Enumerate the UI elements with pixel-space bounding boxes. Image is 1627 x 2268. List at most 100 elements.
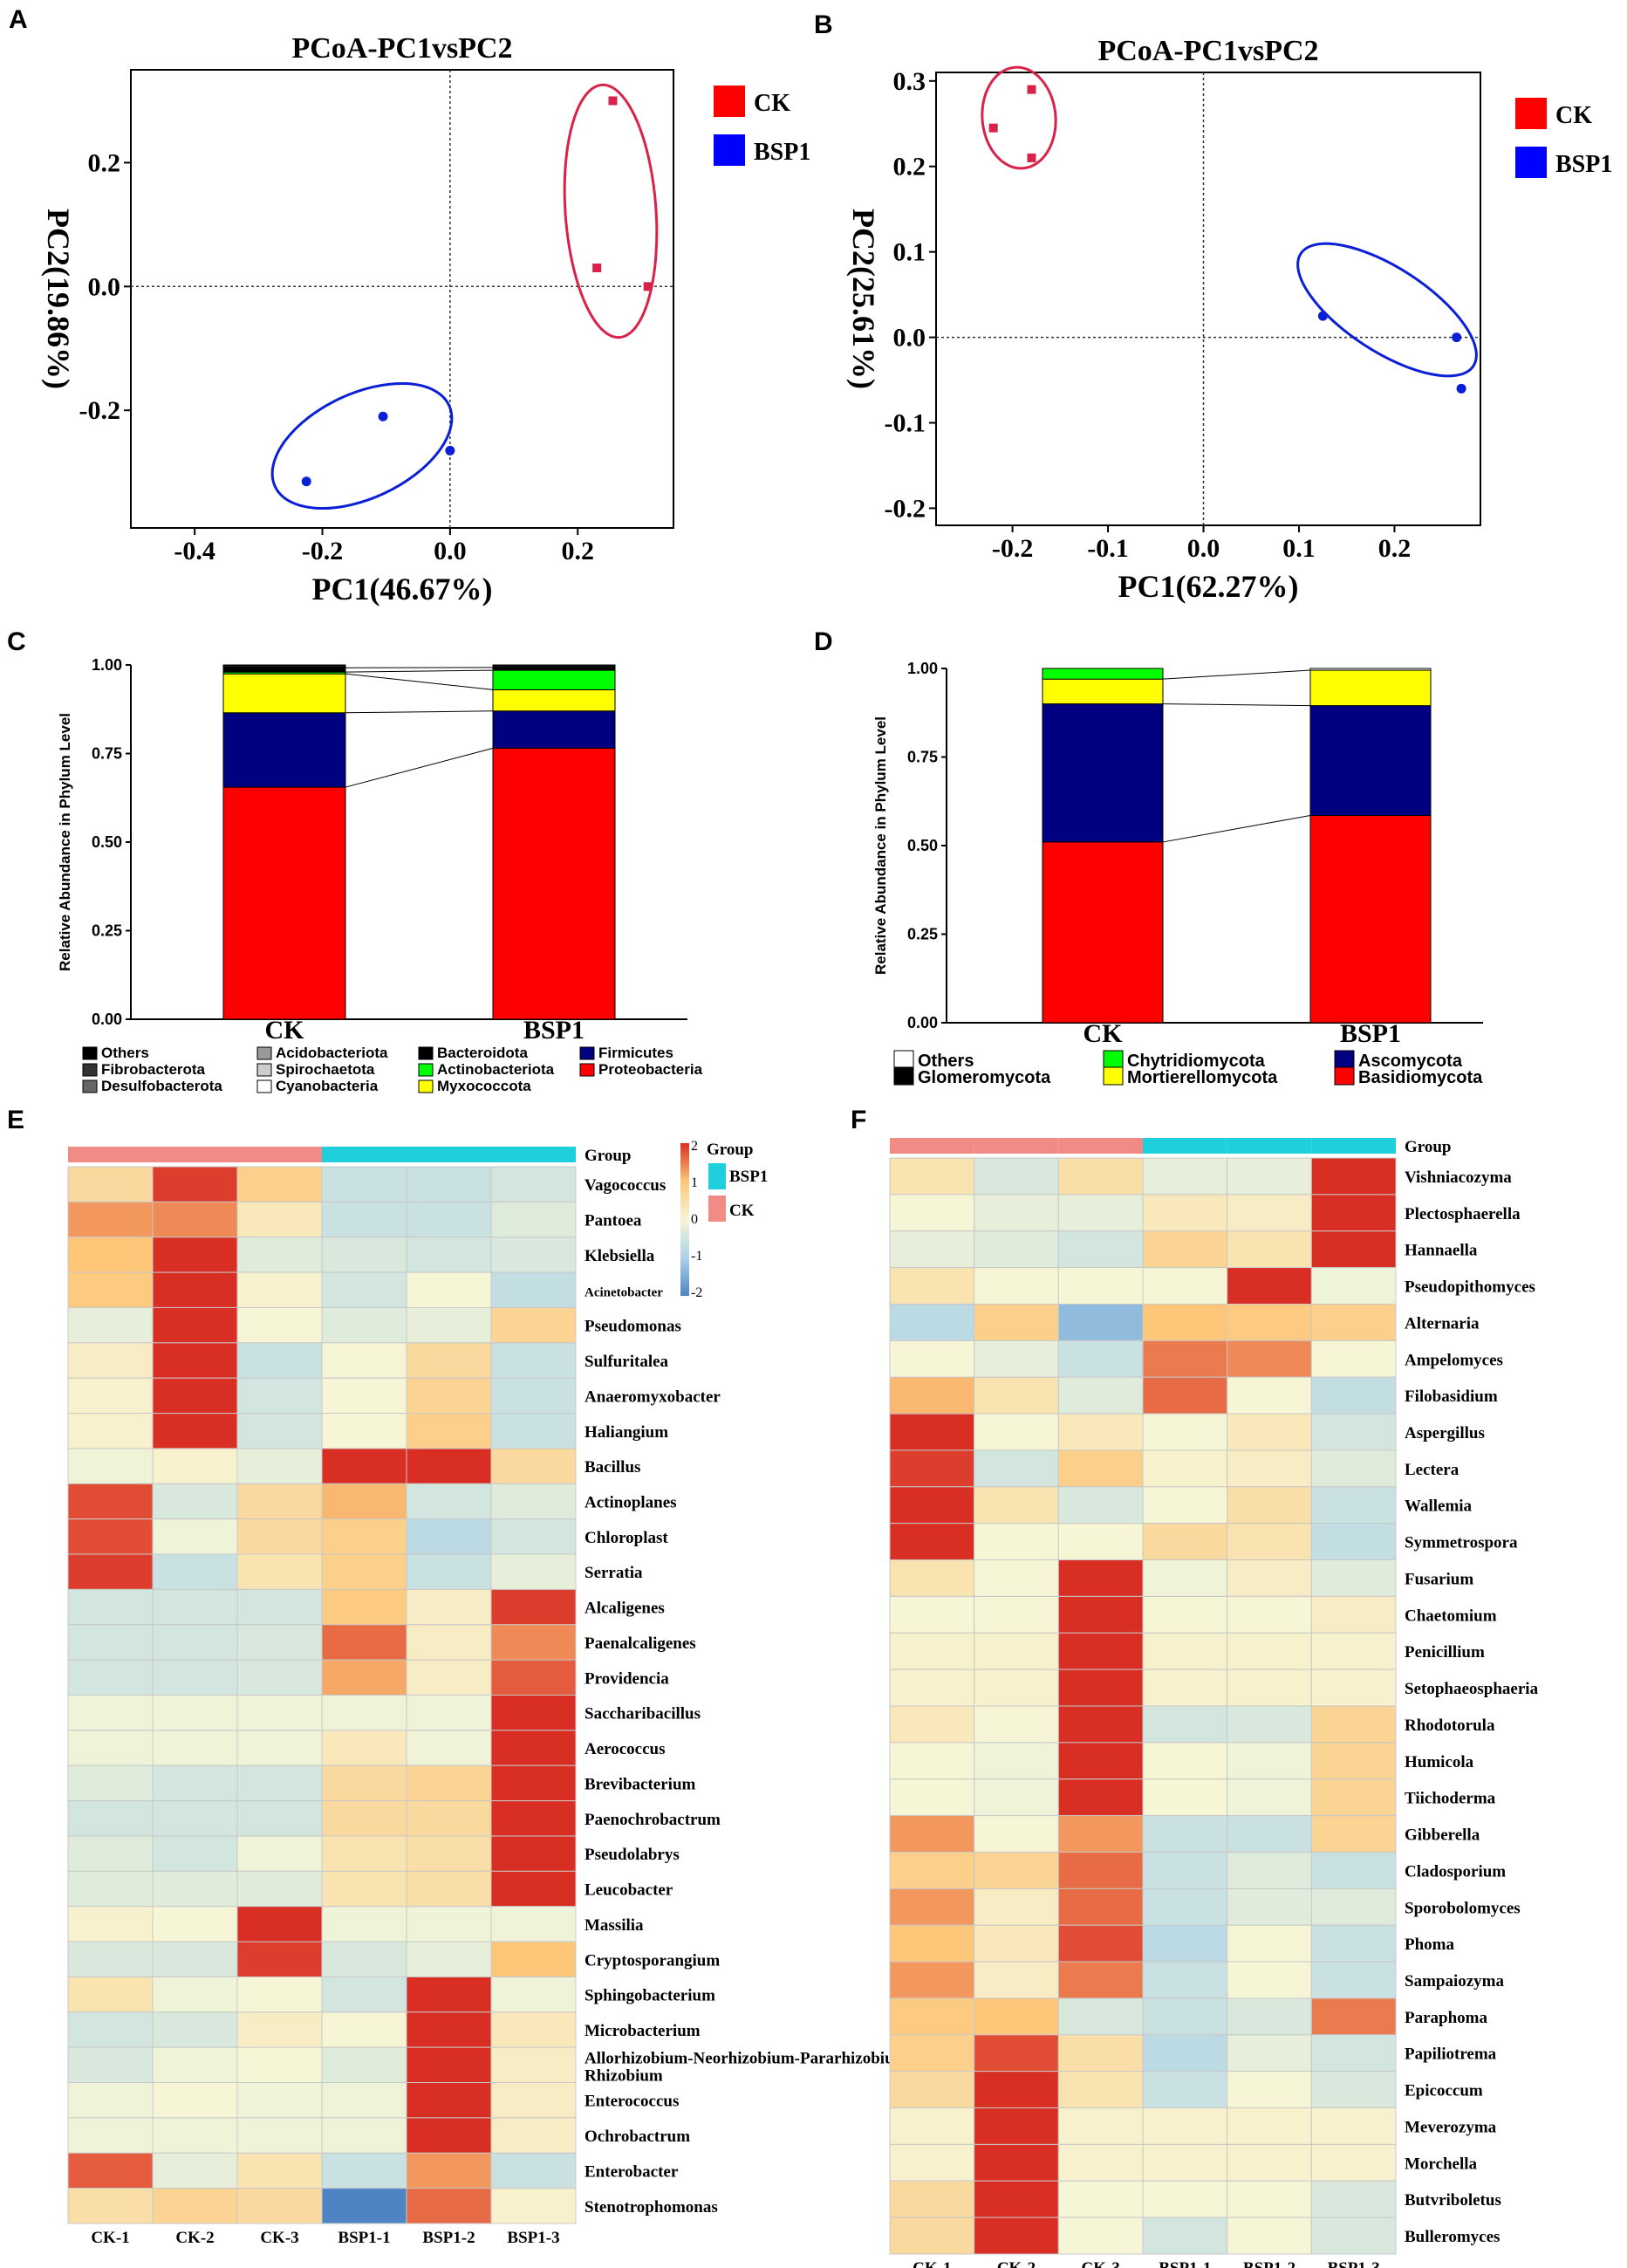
row-label: Microbacterium	[584, 2022, 701, 2040]
heatmap-cell	[152, 1483, 238, 1520]
bar-segment-firmicutes	[492, 710, 616, 749]
heatmap-cell	[321, 1764, 407, 1802]
heatmap-cell	[889, 1267, 975, 1305]
heatmap-cell	[236, 1695, 323, 1731]
color-scale-tick: -2	[691, 1285, 702, 1300]
row-label: Hannaella	[1405, 1242, 1478, 1260]
color-scale-bar	[680, 1143, 689, 1296]
heatmap-cell	[1057, 2143, 1144, 2182]
heatmap-cell	[1227, 1157, 1312, 1196]
heatmap-cell	[236, 1342, 323, 1379]
heatmap-cell	[1227, 1888, 1312, 1926]
heatmap-cell	[1057, 1413, 1144, 1451]
heatmap-cell	[152, 1730, 238, 1766]
column-label: BSP1-1	[1159, 2259, 1211, 2268]
row-label: Pseudolabrys	[584, 1846, 680, 1864]
row-label: Meverozyma	[1405, 2118, 1497, 2136]
heatmap-cell	[1310, 1449, 1397, 1488]
heatmap-cell	[490, 1659, 577, 1696]
confidence-ellipse	[1296, 242, 1478, 378]
heatmap-cell	[406, 1588, 492, 1626]
legend-swatch	[714, 86, 745, 117]
heatmap-cell	[889, 2180, 975, 2218]
heatmap-cell	[406, 1377, 492, 1415]
heatmap-cell	[406, 2046, 492, 2084]
heatmap-f: Group Vishniacozyma Plectosphaerella Hannae…	[889, 1138, 1539, 2268]
heatmap-cell	[406, 1342, 492, 1379]
heatmap-cell	[152, 1271, 238, 1308]
heatmap-cell	[490, 2117, 577, 2154]
legend-label: BSP1	[1555, 151, 1612, 178]
heatmap-cell	[1310, 2107, 1397, 2145]
bar-segment-mortierellomycota	[1042, 678, 1164, 705]
point-bsp1	[378, 411, 388, 421]
heatmap-cell	[974, 1742, 1059, 1780]
heatmap-cell	[1227, 2143, 1312, 2182]
heatmap-cell	[406, 1483, 492, 1520]
y-axis-label: PC2(19.86%)	[41, 209, 76, 389]
heatmap-cell	[67, 2011, 154, 2048]
heatmap-cell	[321, 1553, 407, 1590]
heatmap-cell	[1227, 2180, 1312, 2218]
heatmap-cell	[321, 1588, 407, 1626]
group-bar-cell	[1227, 1138, 1312, 1154]
row-label: Klebsiella	[584, 1247, 655, 1265]
heatmap-cell	[1227, 1778, 1312, 1817]
legend-swatch-ck	[708, 1196, 726, 1222]
heatmap-cell	[1310, 1632, 1397, 1670]
heatmap-cell	[889, 1523, 975, 1561]
heatmap-cell	[1057, 1997, 1144, 2036]
heatmap-cell	[490, 1906, 577, 1943]
heatmap-cell	[1227, 1449, 1312, 1488]
bar-segment-others	[1309, 668, 1432, 671]
legend-label: Firmicutes	[598, 1045, 673, 1061]
row-label: Massilia	[584, 1916, 644, 1935]
legend-label: Glomeromycota	[918, 1068, 1051, 1087]
heatmap-cell	[1227, 2034, 1312, 2073]
confidence-ellipse	[563, 83, 659, 339]
group-row-label: Group	[1405, 1138, 1452, 1156]
column-label: CK-3	[260, 2229, 298, 2247]
group-bar-cell	[407, 1147, 491, 1162]
heatmap-cell	[490, 1166, 577, 1203]
heatmap-cell	[67, 2152, 154, 2189]
heatmap-cell	[67, 1483, 154, 1520]
bar-segment-ascomycota	[1309, 705, 1432, 816]
heatmap-cell	[974, 1523, 1059, 1561]
heatmap-cell	[889, 1449, 975, 1488]
y-tick-label: 0.2	[88, 148, 121, 177]
legend-swatch	[579, 1046, 595, 1060]
bar-segment-myxococcota	[492, 689, 616, 712]
heatmap-cell	[152, 1764, 238, 1802]
heatmap-cell	[490, 1413, 577, 1449]
heatmap-cell	[889, 1961, 975, 1999]
heatmap-cell	[889, 1194, 975, 1232]
row-label: Ochrobactrum	[584, 2128, 690, 2146]
legend-swatch	[82, 1063, 98, 1077]
heatmap-cell	[1057, 1924, 1144, 1963]
point-bsp1	[445, 445, 455, 456]
heatmap-cell	[889, 1705, 975, 1744]
heatmap-cell	[490, 1835, 577, 1872]
heatmap-cell	[236, 1483, 323, 1520]
heatmap-cell	[1227, 1523, 1312, 1561]
heatmap-cell	[1310, 2217, 1397, 2255]
heatmap-cell	[974, 1449, 1059, 1488]
bar-segment-others	[492, 664, 616, 668]
y-tick-label: -0.2	[885, 494, 926, 523]
heatmap-cell	[1142, 1486, 1228, 1525]
connector-line	[1162, 669, 1311, 680]
row-label: Rhizobium	[584, 2066, 663, 2085]
y-axis-label: PC2(25.61%)	[846, 209, 881, 389]
heatmap-cell	[1227, 1997, 1312, 2036]
heatmap-cell	[1310, 1961, 1397, 1999]
y-tick-label: 0.00	[907, 1014, 938, 1031]
heatmap-cell	[974, 1668, 1059, 1707]
heatmap-cell	[1142, 1230, 1228, 1269]
heatmap-cell	[152, 1695, 238, 1731]
point-ck	[988, 123, 998, 133]
heatmap-cell	[406, 1448, 492, 1484]
heatmap-cell	[236, 1377, 323, 1415]
heatmap-cell	[321, 1448, 407, 1484]
color-scale-tick: 1	[691, 1175, 698, 1190]
